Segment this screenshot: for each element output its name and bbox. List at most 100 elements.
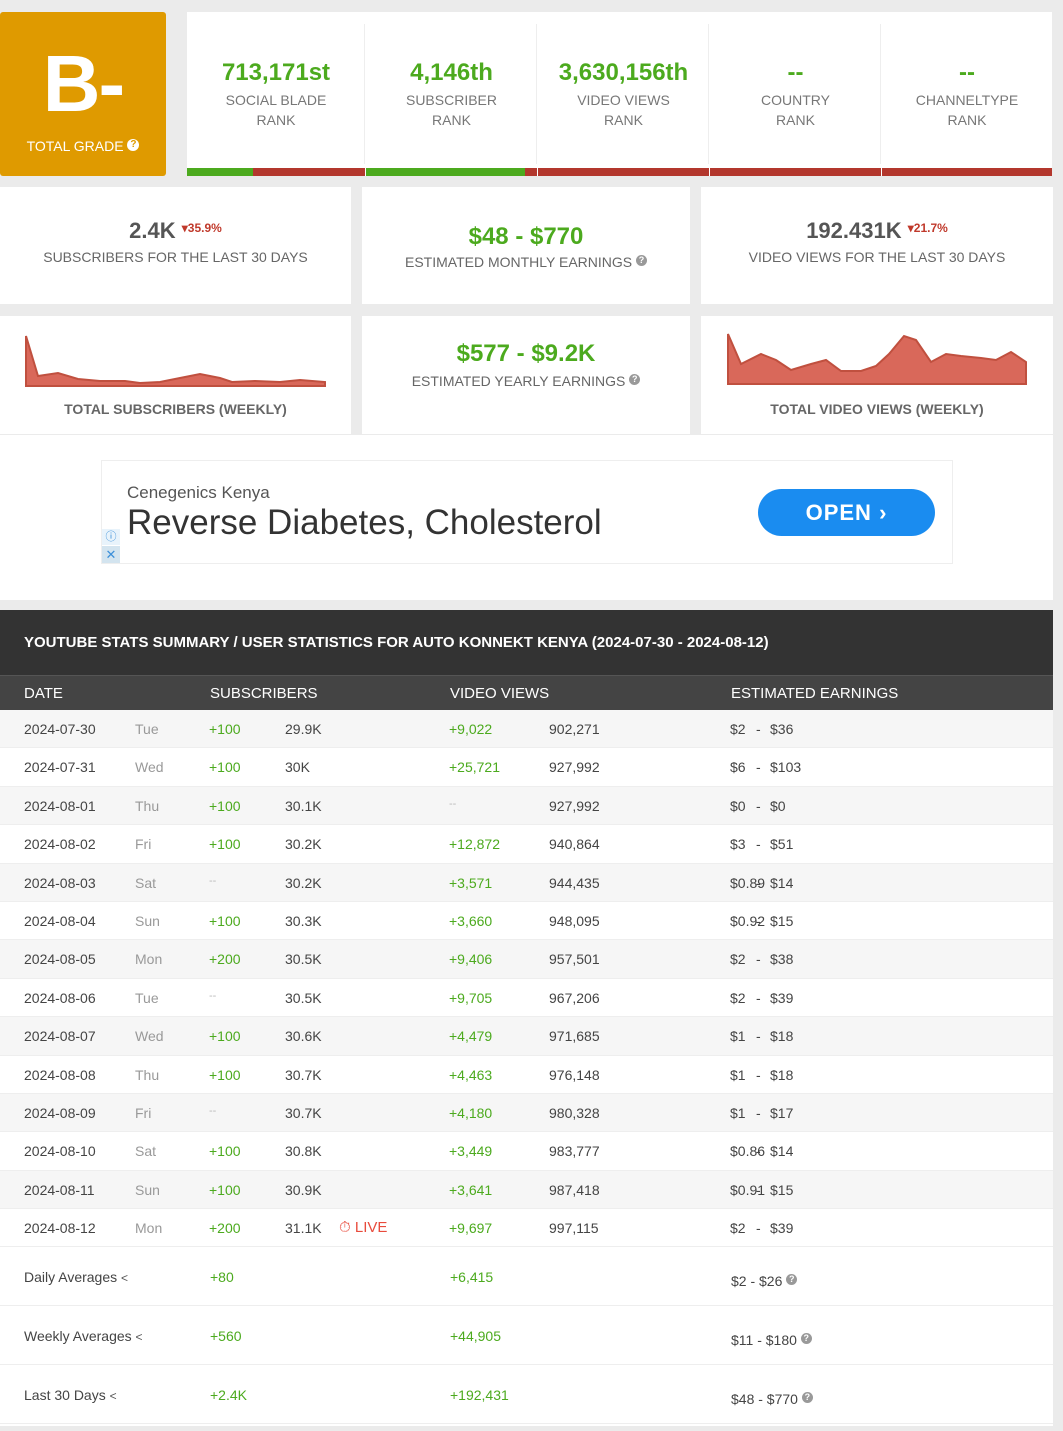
help-icon[interactable]: ?	[786, 1274, 798, 1286]
averages-label: Weekly Averages <	[24, 1328, 143, 1345]
rank-subscriber: 4,146th SUBSCRIBER RANK	[366, 12, 537, 176]
row-view-change: +4,463	[449, 1066, 493, 1083]
rank-value: --	[959, 59, 975, 86]
row-sub-change: +100	[209, 721, 241, 737]
row-subscribers: 30.8K	[285, 1143, 322, 1160]
ad-open-button[interactable]: OPEN ›	[758, 489, 935, 536]
share-icon[interactable]: <	[135, 1330, 143, 1345]
row-view-change: +25,721	[449, 759, 500, 776]
row-date: 2024-08-11	[24, 1181, 95, 1198]
header-earnings: ESTIMATED EARNINGS	[731, 685, 899, 702]
rank-label: SUBSCRIBER RANK	[405, 92, 498, 128]
row-sub-change: --	[209, 1104, 217, 1117]
row-earnings-low: $0	[730, 797, 746, 814]
ad-banner[interactable]: Cenegenics Kenya Reverse Diabetes, Chole…	[101, 460, 953, 564]
row-view-change: +12,872	[449, 836, 500, 853]
views-30-label: VIDEO VIEWS FOR THE LAST 30 DAYS	[748, 249, 1006, 265]
row-views: 927,992	[549, 759, 600, 776]
table-row: 2024-08-10 Sat +100 30.8K +3,449 983,777 $0.86…	[0, 1132, 1053, 1171]
help-icon[interactable]: ?	[629, 374, 641, 385]
row-date: 2024-08-09	[24, 1104, 96, 1121]
ad-headline[interactable]: Reverse Diabetes, Cholesterol	[127, 503, 602, 542]
row-earnings-sep: -	[756, 836, 761, 853]
views-chart-label: TOTAL VIDEO VIEWS (WEEKLY)	[770, 401, 984, 417]
row-earnings-sep: -	[756, 1220, 761, 1237]
help-icon[interactable]: ?	[636, 255, 648, 266]
info-icon[interactable]: ⓘ	[102, 529, 120, 545]
row-earnings-sep: -	[756, 989, 761, 1006]
row-date: 2024-07-31	[24, 759, 96, 776]
row-day: Tue	[135, 721, 159, 737]
averages-subscribers: +2.4K	[210, 1387, 247, 1404]
row-earnings-sep: -	[756, 1181, 761, 1198]
rank-bar	[710, 168, 881, 176]
row-earnings-high: $51	[770, 836, 794, 853]
row-earnings-sep: -	[756, 1028, 761, 1045]
rank-label: VIDEO VIEWS RANK	[577, 92, 670, 128]
close-icon[interactable]: ✕	[102, 546, 120, 563]
row-views: 902,271	[549, 721, 600, 737]
row-earnings-sep: -	[756, 874, 761, 891]
rank-bar	[882, 168, 1052, 176]
row-views: 971,685	[549, 1028, 600, 1045]
help-icon[interactable]: ?	[801, 1392, 813, 1404]
rank-country: -- COUNTRY RANK	[710, 12, 881, 176]
header-date: DATE	[24, 685, 63, 702]
row-earnings-low: $3	[730, 836, 746, 853]
row-day: Sat	[135, 874, 157, 891]
row-earnings-low: $2	[730, 989, 746, 1006]
monthly-earnings-value: $48 - $770	[468, 223, 584, 250]
row-date: 2024-08-02	[24, 836, 96, 853]
row-earnings-high: $39	[770, 1220, 794, 1237]
rank-label: SOCIAL BLADE RANK	[225, 92, 327, 128]
averages-subscribers: +80	[210, 1269, 234, 1286]
row-views: 940,864	[549, 836, 600, 853]
row-day: Sun	[135, 912, 160, 929]
row-sub-change: +100	[209, 1143, 241, 1160]
help-icon[interactable]: ?	[127, 139, 140, 151]
grade-letter: B-	[42, 39, 125, 128]
views-weekly-chart-card: TOTAL VIDEO VIEWS (WEEKLY)	[701, 316, 1053, 434]
row-subscribers: 31.1K	[285, 1220, 322, 1237]
averages-views: +6,415	[450, 1269, 494, 1286]
row-earnings-high: $14	[770, 1143, 794, 1160]
chevron-right-icon: ›	[879, 500, 888, 525]
rank-label: COUNTRY RANK	[761, 92, 830, 128]
row-views: 980,328	[549, 1104, 600, 1121]
table-row: 2024-08-06 Tue -- 30.5K +9,705 967,206 $2- $39	[0, 979, 1053, 1018]
rank-bar	[538, 168, 709, 176]
row-views: 944,435	[549, 874, 600, 891]
row-sub-change: +100	[209, 1181, 241, 1198]
row-earnings-low: $0.89	[730, 874, 766, 891]
change-down-indicator: ▾35.9%	[181, 221, 222, 235]
header-video-views: VIDEO VIEWS	[450, 685, 550, 702]
rank-social-blade: 713,171st SOCIAL BLADE RANK	[187, 12, 365, 176]
rank-bar	[187, 168, 365, 176]
row-subscribers: 30.7K	[285, 1066, 322, 1083]
share-icon[interactable]: <	[121, 1271, 129, 1286]
row-subscribers: 30.6K	[285, 1028, 322, 1045]
row-earnings-high: $36	[770, 721, 794, 737]
table-row: 2024-08-04 Sun +100 30.3K +3,660 948,095 $0.92…	[0, 902, 1053, 941]
stats-summary-table: YOUTUBE STATS SUMMARY / USER STATISTICS …	[0, 610, 1053, 1426]
live-badge[interactable]: ⏱ LIVE	[339, 1219, 388, 1237]
row-subscribers: 30.2K	[285, 836, 322, 853]
subscribers-30-value: 2.4K ▾35.9%	[129, 218, 222, 243]
views-sparkline	[727, 333, 1027, 385]
row-date: 2024-08-04	[24, 912, 96, 929]
table-row: 2024-08-07 Wed +100 30.6K +4,479 971,685 $1- $1…	[0, 1017, 1053, 1056]
row-earnings-low: $0.91	[730, 1181, 766, 1198]
ranks-panel: 713,171st SOCIAL BLADE RANK 4,146th SUBSC…	[187, 12, 1052, 176]
help-icon[interactable]: ?	[800, 1333, 812, 1345]
share-icon[interactable]: <	[109, 1389, 117, 1404]
row-date: 2024-08-08	[24, 1066, 96, 1083]
row-subscribers: 30.7K	[285, 1104, 322, 1121]
row-earnings-sep: -	[756, 759, 761, 776]
row-sub-change: --	[209, 989, 217, 1002]
row-day: Wed	[135, 759, 164, 776]
averages-views: +192,431	[450, 1387, 509, 1404]
row-day: Mon	[135, 951, 163, 968]
row-views: 957,501	[549, 951, 600, 968]
row-subscribers: 30.9K	[285, 1181, 322, 1198]
row-day: Wed	[135, 1028, 164, 1045]
